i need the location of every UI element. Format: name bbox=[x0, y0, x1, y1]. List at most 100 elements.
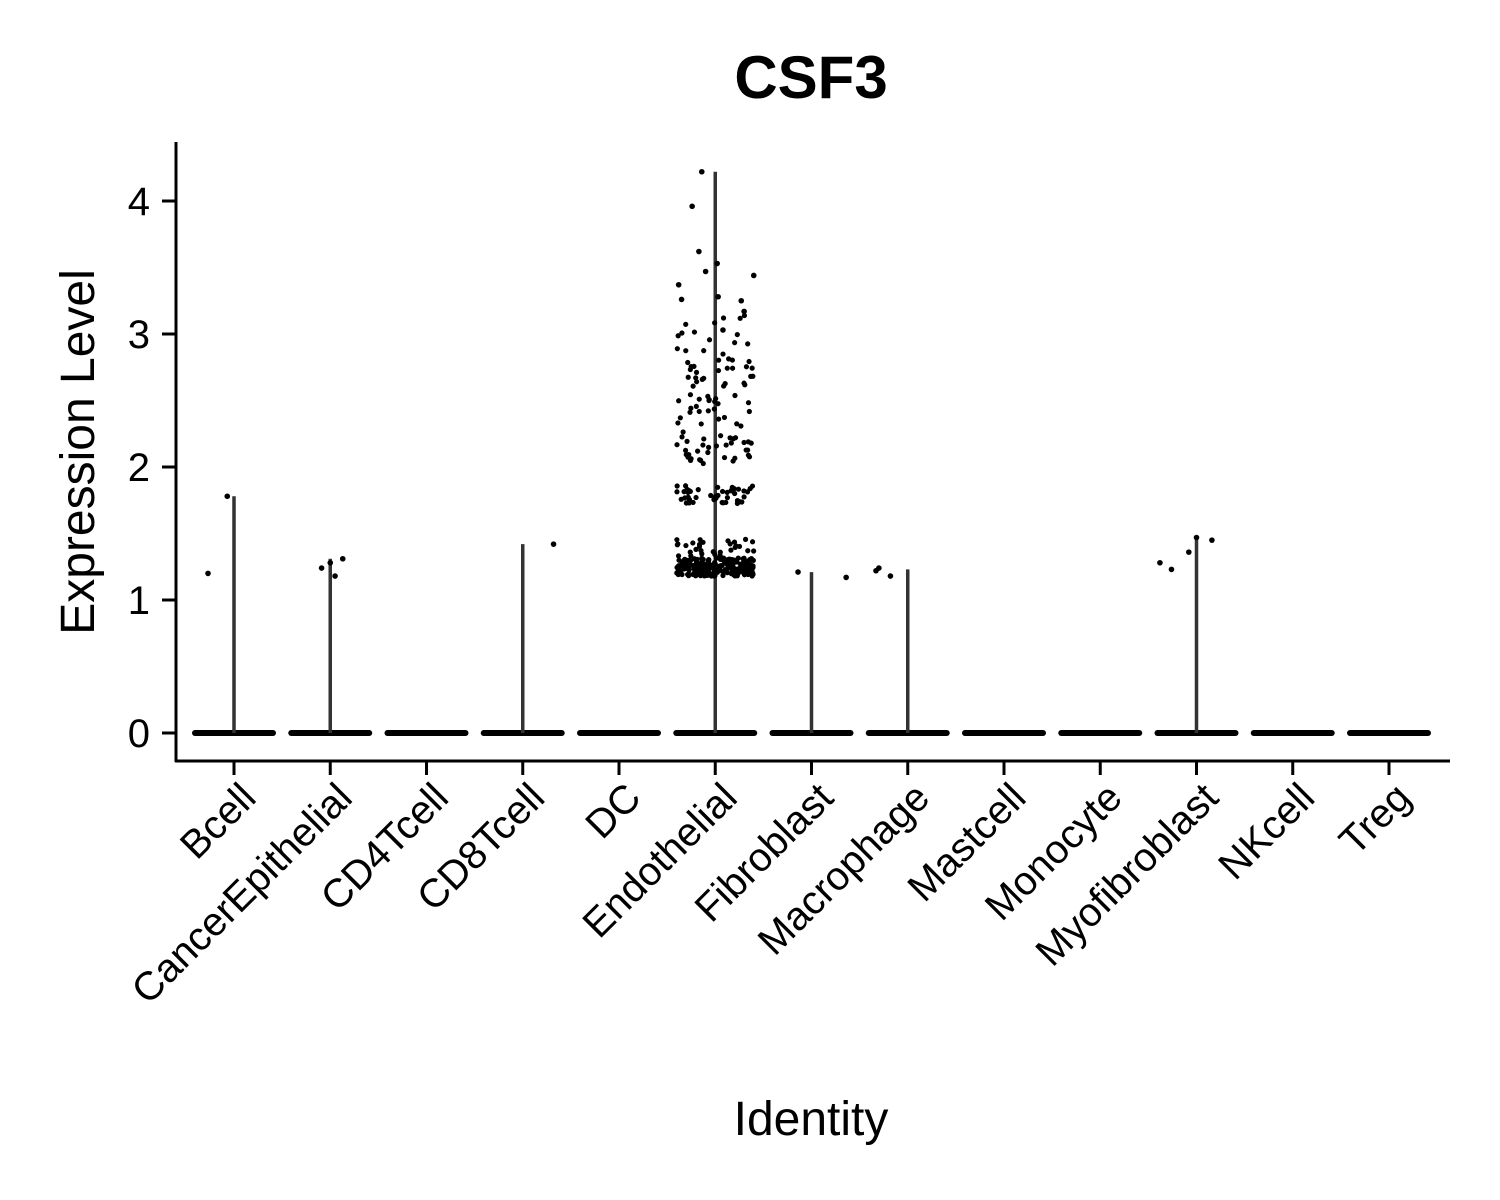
data-point bbox=[693, 403, 699, 410]
data-point bbox=[685, 359, 691, 366]
data-point bbox=[749, 365, 755, 371]
data-point bbox=[679, 434, 685, 440]
data-point bbox=[725, 538, 731, 544]
data-point bbox=[735, 566, 741, 572]
data-point bbox=[741, 555, 747, 561]
data-point bbox=[728, 547, 734, 553]
data-point bbox=[691, 329, 698, 335]
data-point bbox=[696, 543, 703, 550]
data-point bbox=[843, 574, 849, 581]
data-point bbox=[741, 380, 747, 386]
data-point bbox=[687, 558, 694, 564]
data-point bbox=[679, 571, 685, 578]
data-point bbox=[696, 248, 702, 255]
data-point bbox=[737, 499, 743, 505]
y-axis-title: Expression Level bbox=[52, 269, 105, 635]
data-point bbox=[724, 495, 731, 501]
data-point bbox=[685, 562, 691, 568]
data-point bbox=[674, 537, 680, 543]
data-point bbox=[876, 565, 882, 571]
data-point bbox=[691, 556, 697, 562]
data-point bbox=[690, 540, 696, 546]
data-point bbox=[702, 268, 709, 275]
data-point bbox=[683, 321, 689, 327]
data-point bbox=[679, 330, 685, 336]
data-point bbox=[693, 572, 700, 578]
data-point bbox=[705, 449, 711, 456]
data-point bbox=[729, 365, 736, 371]
data-point bbox=[724, 489, 730, 495]
data-point bbox=[674, 346, 680, 352]
data-point bbox=[693, 546, 699, 552]
y-tick-label: 3 bbox=[128, 313, 150, 357]
data-point bbox=[735, 555, 741, 561]
data-point bbox=[734, 331, 740, 338]
x-axis-title: Identity bbox=[734, 1093, 889, 1146]
data-point bbox=[749, 573, 755, 579]
data-point bbox=[737, 315, 743, 321]
data-point bbox=[738, 297, 745, 304]
data-point bbox=[695, 448, 701, 454]
data-point bbox=[715, 367, 722, 374]
y-tick-label: 1 bbox=[128, 579, 150, 623]
data-point bbox=[715, 293, 721, 300]
data-point bbox=[680, 429, 686, 435]
violin-monocyte bbox=[1058, 730, 1143, 736]
data-point bbox=[719, 562, 725, 568]
data-point bbox=[686, 452, 692, 458]
data-point bbox=[699, 376, 705, 382]
data-point bbox=[746, 408, 752, 415]
data-point bbox=[677, 415, 683, 421]
data-point bbox=[686, 487, 692, 494]
data-point bbox=[698, 559, 704, 566]
data-point bbox=[675, 420, 681, 426]
data-point bbox=[746, 358, 752, 365]
data-point bbox=[713, 443, 720, 449]
data-point bbox=[718, 433, 724, 439]
data-point bbox=[696, 408, 702, 415]
data-point bbox=[741, 308, 747, 315]
data-point bbox=[735, 570, 741, 576]
data-point bbox=[706, 557, 712, 563]
data-point bbox=[693, 561, 699, 568]
data-point bbox=[736, 543, 743, 550]
data-point bbox=[683, 500, 689, 506]
data-point bbox=[732, 490, 738, 497]
data-point bbox=[681, 557, 687, 564]
data-point bbox=[1186, 549, 1192, 555]
violin-mastcell bbox=[962, 730, 1046, 736]
violin-cd4tcell bbox=[384, 730, 469, 736]
data-point bbox=[711, 497, 717, 503]
data-point bbox=[674, 483, 680, 489]
data-point bbox=[224, 493, 231, 500]
data-point bbox=[694, 379, 700, 385]
data-point bbox=[674, 489, 680, 495]
data-point bbox=[740, 564, 747, 571]
data-point bbox=[695, 487, 701, 493]
x-tick-label-nkcell: NKcell bbox=[1210, 775, 1323, 888]
data-point bbox=[339, 555, 346, 562]
data-point bbox=[795, 569, 801, 575]
data-point bbox=[721, 454, 728, 461]
data-point bbox=[741, 312, 748, 319]
data-point bbox=[723, 442, 729, 448]
data-point bbox=[698, 168, 705, 175]
data-point bbox=[729, 568, 735, 575]
data-point bbox=[741, 439, 747, 446]
data-point bbox=[674, 564, 680, 571]
data-point bbox=[318, 565, 325, 571]
data-point bbox=[699, 571, 705, 577]
data-point bbox=[675, 570, 681, 577]
data-point bbox=[720, 351, 726, 357]
data-point bbox=[735, 486, 742, 492]
data-point bbox=[716, 357, 722, 363]
data-point bbox=[711, 406, 717, 412]
data-point bbox=[716, 416, 722, 422]
data-point bbox=[674, 442, 680, 448]
data-point bbox=[690, 499, 696, 506]
data-point bbox=[724, 365, 730, 371]
y-tick-label: 4 bbox=[128, 180, 150, 224]
data-point bbox=[684, 438, 690, 444]
data-point bbox=[697, 457, 703, 463]
